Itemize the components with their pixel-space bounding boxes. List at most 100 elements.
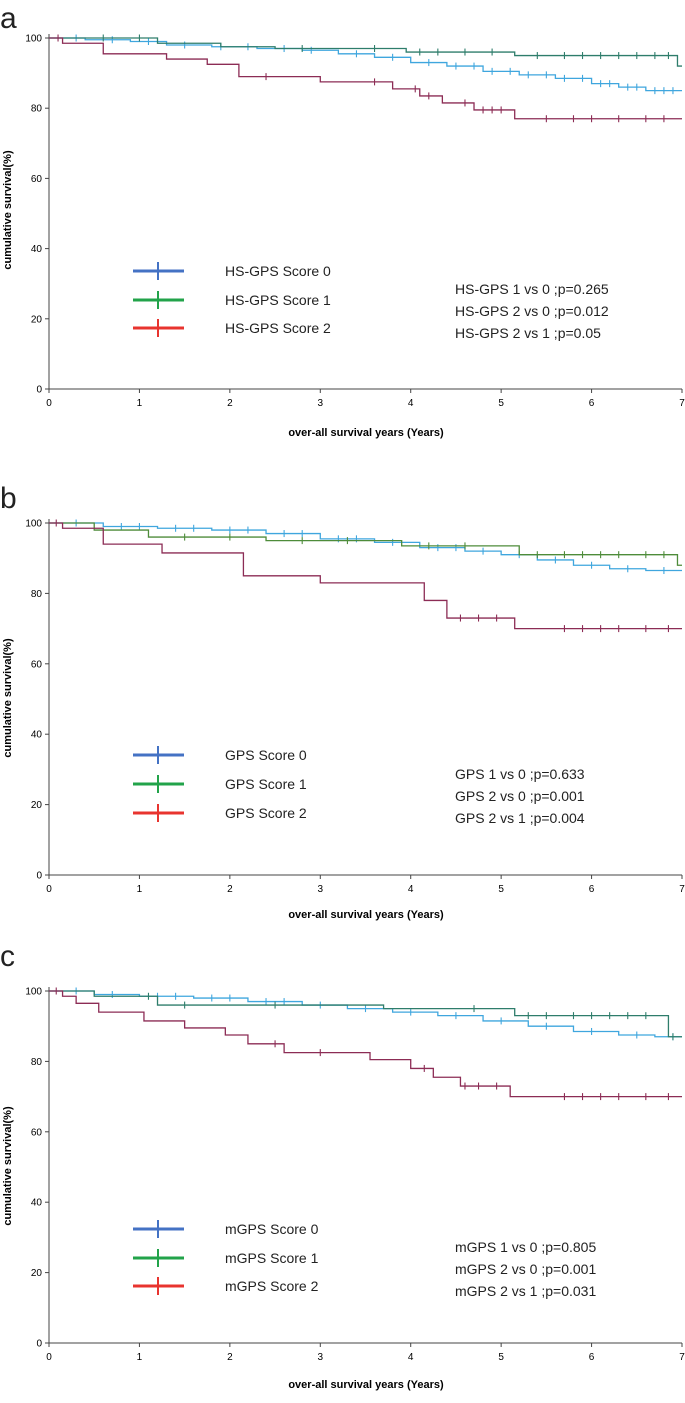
y-axis-title: cumulative survival(%) (2, 638, 14, 758)
plot-area (49, 987, 682, 1101)
panel-b: b cumulative survival(%) 0 1 2 3 4 5 6 7 0 20 40 60… (0, 482, 685, 921)
p-value-line: mGPS 2 vs 0 ;p=0.001 (455, 1261, 596, 1277)
x-tick-label: 1 (137, 398, 143, 409)
p-value-line: HS-GPS 2 vs 1 ;p=0.05 (455, 325, 601, 341)
x-tick-label: 1 (137, 1352, 143, 1363)
legend-item: mGPS Score 2 (133, 1277, 319, 1295)
x-tick-label: 3 (318, 398, 324, 409)
x-tick-label: 2 (227, 1352, 233, 1363)
x-tick-label: 3 (318, 1352, 324, 1363)
x-tick-label: 7 (679, 1352, 685, 1363)
p-value-line: HS-GPS 1 vs 0 ;p=0.265 (455, 281, 609, 297)
x-axis-title: over-all survival years (Years) (288, 909, 444, 921)
y-tick-label: 0 (36, 385, 42, 396)
y-tick-label: 0 (36, 871, 42, 882)
panel-letter: c (0, 940, 15, 973)
axes: 0 1 2 3 4 5 6 7 0 20 40 60 80 100 (25, 34, 685, 410)
y-tick-label: 60 (31, 174, 43, 185)
p-value-line: GPS 2 vs 1 ;p=0.004 (455, 810, 585, 826)
legend-item: HS-GPS Score 0 (133, 262, 331, 280)
y-tick-label: 80 (31, 1057, 43, 1068)
y-tick-label: 80 (31, 104, 43, 115)
legend-label: mGPS Score 2 (225, 1278, 319, 1294)
axes: 0 1 2 3 4 5 6 7 0 20 40 60 80 100 (25, 519, 685, 896)
y-tick-label: 40 (31, 244, 43, 255)
survival-curve-score-2 (49, 990, 682, 1098)
x-tick-label: 6 (589, 884, 595, 895)
panel-a: a cumulative survival(%) 0 1 2 3 4 5 6 7 0 20 40 60… (0, 2, 685, 439)
p-value-line: GPS 2 vs 0 ;p=0.001 (455, 788, 585, 804)
legend-item: HS-GPS Score 1 (133, 291, 331, 309)
legend-item: GPS Score 0 (133, 746, 307, 764)
x-tick-label: 4 (408, 398, 414, 409)
p-value-line: mGPS 1 vs 0 ;p=0.805 (455, 1239, 596, 1255)
survival-curve-score-1 (49, 37, 682, 67)
y-tick-label: 20 (31, 314, 43, 325)
survival-curve-score-0 (49, 990, 682, 1038)
legend-label: GPS Score 1 (225, 776, 307, 792)
y-tick-label: 40 (31, 1198, 43, 1209)
p-value-annotations: HS-GPS 1 vs 0 ;p=0.265 HS-GPS 2 vs 0 ;p=… (455, 281, 609, 341)
x-tick-label: 5 (498, 1352, 504, 1363)
legend-label: GPS Score 2 (225, 805, 307, 821)
legend-label: mGPS Score 0 (225, 1221, 319, 1237)
x-tick-label: 2 (227, 398, 233, 409)
x-tick-label: 5 (498, 398, 504, 409)
legend-label: mGPS Score 1 (225, 1250, 319, 1266)
survival-curve-score-2 (49, 522, 682, 630)
plot-area (49, 519, 682, 633)
legend-label: GPS Score 0 (225, 747, 307, 763)
y-axis-title: cumulative survival(%) (2, 150, 14, 270)
x-tick-label: 6 (589, 398, 595, 409)
y-tick-label: 100 (25, 987, 42, 998)
legend: mGPS Score 0 mGPS Score 1 mGPS Score 2 (133, 1220, 319, 1295)
y-tick-label: 80 (31, 589, 43, 600)
x-axis-title: over-all survival years (Years) (288, 1379, 444, 1391)
x-tick-label: 7 (679, 884, 685, 895)
x-tick-label: 4 (408, 1352, 414, 1363)
legend-label: HS-GPS Score 0 (225, 263, 331, 279)
x-axis-title: over-all survival years (Years) (288, 427, 444, 439)
x-tick-label: 3 (318, 884, 324, 895)
x-tick-label: 0 (46, 884, 52, 895)
legend-label: HS-GPS Score 1 (225, 292, 331, 308)
plot-area (49, 34, 682, 123)
x-tick-label: 0 (46, 1352, 52, 1363)
legend-item: GPS Score 2 (133, 804, 307, 822)
p-value-annotations: mGPS 1 vs 0 ;p=0.805 mGPS 2 vs 0 ;p=0.00… (455, 1239, 596, 1299)
legend-item: GPS Score 1 (133, 775, 307, 793)
y-tick-label: 60 (31, 1127, 43, 1138)
p-value-line: GPS 1 vs 0 ;p=0.633 (455, 766, 585, 782)
x-tick-label: 2 (227, 884, 233, 895)
y-tick-label: 100 (25, 34, 42, 45)
legend-label: HS-GPS Score 2 (225, 320, 331, 336)
legend-item: HS-GPS Score 2 (133, 319, 331, 337)
p-value-annotations: GPS 1 vs 0 ;p=0.633 GPS 2 vs 0 ;p=0.001 … (455, 766, 585, 826)
survival-curve-score-0 (49, 37, 682, 92)
x-tick-label: 4 (408, 884, 414, 895)
y-tick-label: 0 (36, 1339, 42, 1350)
legend-item: mGPS Score 0 (133, 1220, 319, 1238)
panel-letter: a (0, 2, 17, 35)
legend-item: mGPS Score 1 (133, 1249, 319, 1267)
x-tick-label: 5 (498, 884, 504, 895)
x-tick-label: 6 (589, 1352, 595, 1363)
x-tick-label: 7 (679, 398, 685, 409)
y-tick-label: 20 (31, 1268, 43, 1279)
legend: HS-GPS Score 0 HS-GPS Score 1 HS-GPS Sco… (133, 262, 331, 337)
x-tick-label: 0 (46, 398, 52, 409)
x-tick-label: 1 (137, 884, 143, 895)
survival-curve-score-1 (49, 990, 682, 1038)
p-value-line: mGPS 2 vs 1 ;p=0.031 (455, 1283, 596, 1299)
y-tick-label: 100 (25, 519, 42, 530)
axes: 0 1 2 3 4 5 6 7 0 20 40 60 80 100 (25, 987, 685, 1364)
panel-letter: b (0, 482, 17, 515)
survival-curve-score-2 (49, 37, 682, 120)
y-axis-title: cumulative survival(%) (2, 1106, 14, 1226)
y-tick-label: 40 (31, 730, 43, 741)
legend: GPS Score 0 GPS Score 1 GPS Score 2 (133, 746, 307, 822)
y-tick-label: 60 (31, 659, 43, 670)
panel-c: c cumulative survival(%) 0 1 2 3 4 5 6 7 0 20 40 60… (0, 940, 685, 1391)
y-tick-label: 20 (31, 800, 43, 811)
